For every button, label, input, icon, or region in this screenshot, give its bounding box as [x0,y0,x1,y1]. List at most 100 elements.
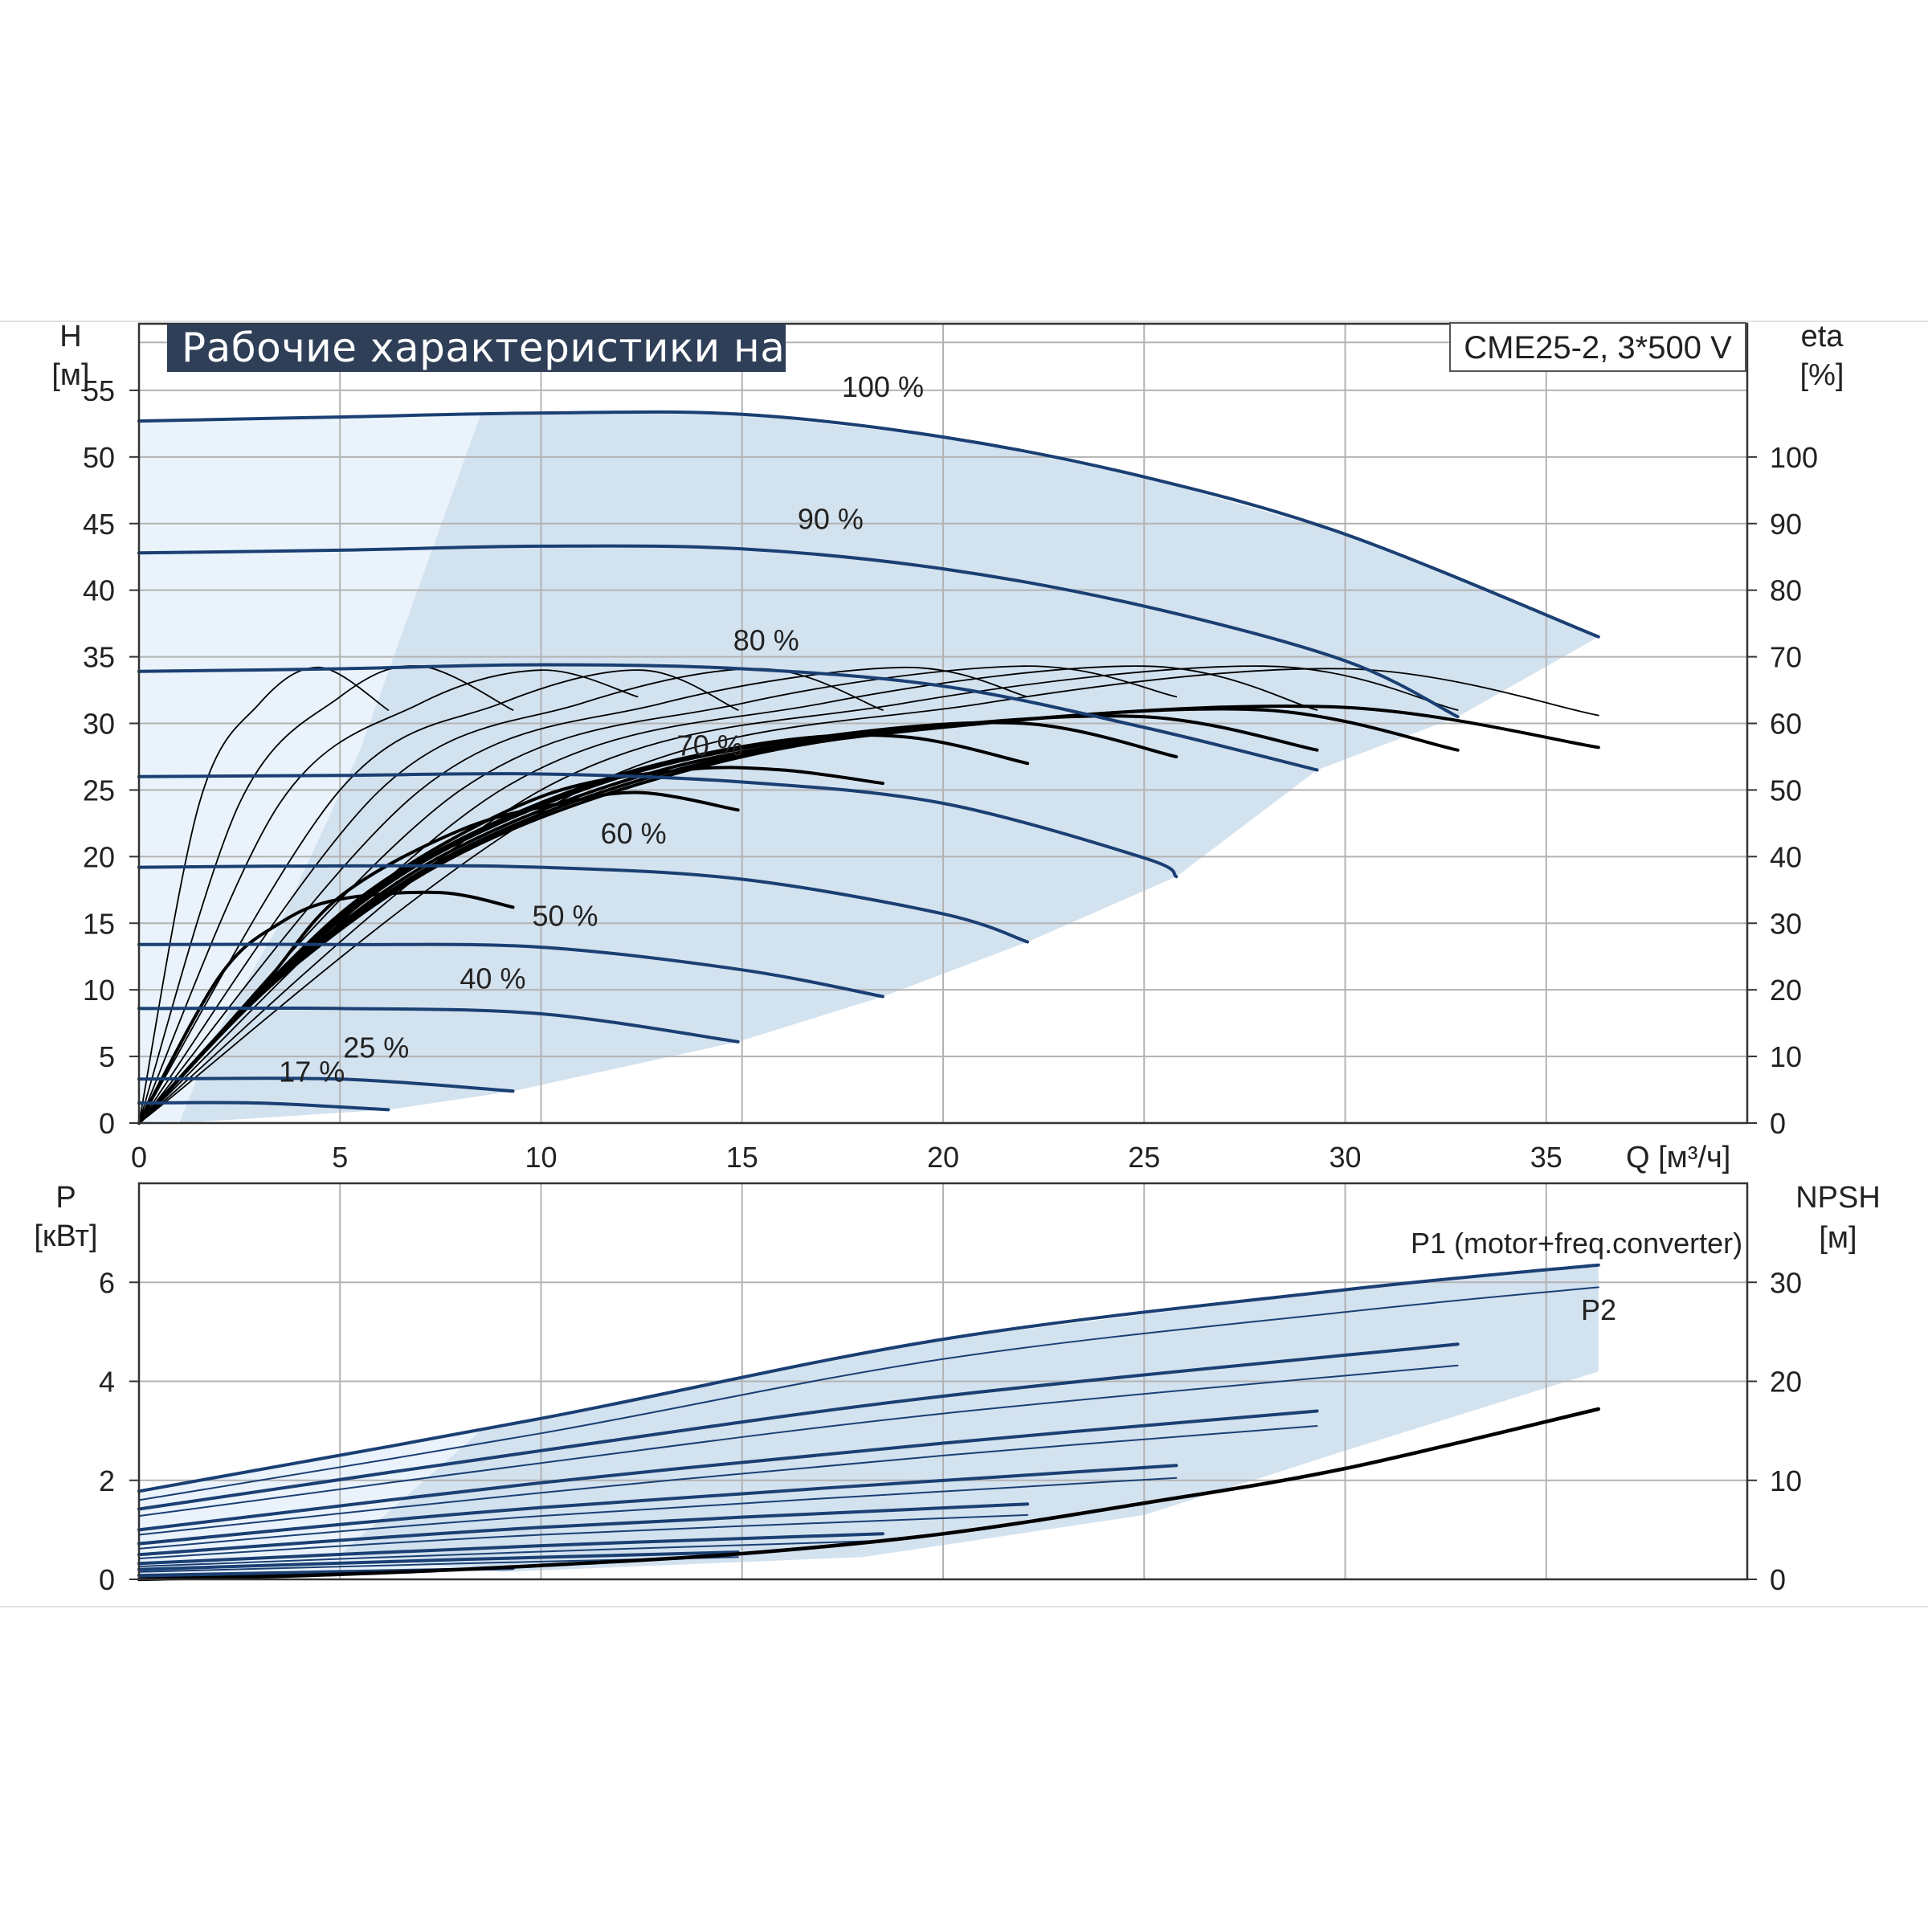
y-tick-label: 45 [83,508,115,541]
y-tick-label: 40 [83,574,115,607]
x-tick-label: 30 [1329,1141,1361,1174]
power-curve [138,1364,1459,1517]
power-plot: 0 2 4 6 0 10 20 30 P [кВт] NPSH [м] P1 (motor+f… [34,1181,1880,1596]
head-curve-label: 50 % [532,900,598,933]
power-curve [138,1539,884,1567]
head-curve-label: 60 % [601,817,667,850]
legend-p2: P2 [1581,1293,1616,1326]
y-tick-label: 6 [99,1266,115,1299]
efficiency-curve [137,890,515,1125]
y2-tick-label: 70 [1770,641,1802,674]
power-curve [137,1502,1030,1557]
y-tick-label: 10 [83,974,115,1007]
x-tick-label: 0 [131,1141,147,1174]
efficiency-curve [137,704,1600,1125]
y-tick-label: 0 [99,1107,115,1140]
x-tick-label: 35 [1530,1141,1562,1174]
y2-tick-label: 100 [1770,441,1818,474]
y-tick-label: 0 [99,1563,115,1596]
x-tick-label: 25 [1128,1141,1160,1174]
y2-tick-label: 40 [1770,840,1802,873]
legend-p1: P1 (motor+freq.converter) [1411,1227,1742,1260]
npsh-curve [137,1407,1601,1582]
efficiency-curve [138,668,1599,1124]
power-curve [138,1513,1029,1560]
chart-title: Рабочие характеристики насоса [167,324,786,372]
power-curve [138,1477,1178,1550]
head-curves [137,410,1600,1112]
head-curve-label: 70 % [677,729,743,762]
y2-tick-label: 60 [1770,708,1802,741]
efficiency-curve [138,664,514,1124]
pump-model-label: CME25-2, 3*500 V [1449,322,1746,372]
power-curve [137,1263,1600,1493]
y-axis-unit-h: [м] [51,358,89,392]
head-curve [137,663,1319,772]
head-curve [137,544,1460,719]
y-tick-label: 35 [83,641,115,674]
efficiency-curve [138,666,1028,1124]
head-curve [137,410,1600,639]
y-tick-label: 55 [83,374,115,407]
npsh-line [137,1407,1601,1582]
power-curve [138,1286,1599,1501]
head-plot: 0510152025303540455055010203040506070809… [51,320,1844,1174]
efficiency-curve [138,669,639,1124]
x-tick-label: 20 [927,1141,959,1174]
y-tick-label: 15 [83,907,115,940]
power-curve [137,1409,1319,1532]
y2-tick-label: 30 [1770,1266,1802,1299]
power-curve [138,1425,1318,1536]
y-tick-label: 30 [83,708,115,741]
y2-tick-label: 0 [1770,1563,1786,1596]
y2-tick-label: 0 [1770,1107,1786,1140]
y-tick-label: 5 [99,1040,115,1073]
power-curve [137,1550,740,1571]
y2-tick-label: 10 [1770,1040,1802,1073]
head-curve-label: 100 % [842,370,924,403]
y2-tick-label: 20 [1770,974,1802,1007]
y-axis-label-p: P [55,1181,76,1215]
y2-axis-label-npsh: NPSH [1795,1181,1881,1215]
head-axis-ticks: 0510152025303540455055010203040506070809… [83,374,1818,1174]
y-axis-unit-p: [кВт] [34,1219,97,1253]
y2-tick-label: 80 [1770,574,1802,607]
power-axis-ticks: 0 2 4 6 0 10 20 30 [99,1266,1802,1596]
y-tick-label: 20 [83,840,115,873]
y2-tick-label: 90 [1770,508,1802,541]
y2-tick-label: 30 [1770,907,1802,940]
efficiency-curve [138,665,1459,1124]
y-axis-label-h: H [59,320,81,353]
head-curve [137,772,1178,879]
y2-tick-label: 20 [1770,1366,1802,1399]
x-tick-label: 5 [332,1141,348,1174]
y2-axis-label-eta: eta [1801,320,1844,353]
y2-axis-unit-eta: [%] [1800,358,1844,392]
y-tick-label: 2 [99,1464,115,1497]
y-tick-label: 25 [83,774,115,807]
head-curve-labels: 100 % 90 % 80 % 70 % 60 % 50 %40 % 25 %17 % [279,370,924,1088]
x-axis-label-q: Q [м³/ч] [1626,1141,1730,1174]
power-curve [137,1464,1178,1546]
y2-axis-unit-npsh: [м] [1819,1221,1857,1255]
y2-tick-label: 10 [1770,1464,1802,1497]
power-curve [137,1532,884,1566]
x-tick-label: 10 [525,1141,557,1174]
head-curve [137,1006,740,1044]
y-tick-label: 50 [83,441,115,474]
power-range [340,1264,1599,1572]
y-tick-label: 4 [99,1366,115,1399]
head-curve [137,1076,515,1093]
x-tick-label: 15 [726,1141,758,1174]
head-curve-label: 80 % [733,623,799,656]
head-curve-label: 40 % [460,962,525,995]
head-curve [137,864,1030,944]
head-curve-label: 17 % [279,1056,345,1089]
y2-tick-label: 50 [1770,774,1802,807]
head-curve [137,1101,390,1112]
head-curve [137,942,884,999]
head-curve-label: 90 % [798,502,864,535]
head-curve-label: 25 % [343,1031,409,1064]
